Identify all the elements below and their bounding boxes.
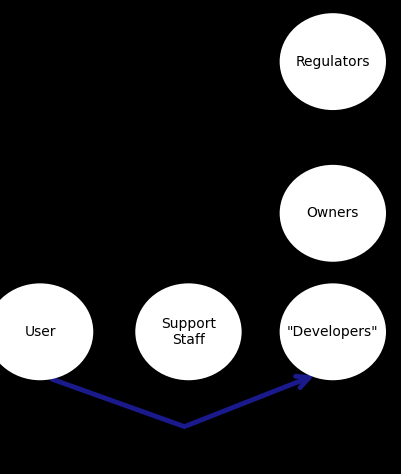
Ellipse shape <box>281 14 385 109</box>
Ellipse shape <box>136 284 241 379</box>
Text: Support
Staff: Support Staff <box>161 317 216 347</box>
Ellipse shape <box>281 166 385 261</box>
Ellipse shape <box>0 284 92 379</box>
Ellipse shape <box>281 284 385 379</box>
Text: User: User <box>24 325 56 339</box>
Text: Owners: Owners <box>307 206 359 220</box>
Text: "Developers": "Developers" <box>287 325 379 339</box>
Text: Regulators: Regulators <box>296 55 370 69</box>
